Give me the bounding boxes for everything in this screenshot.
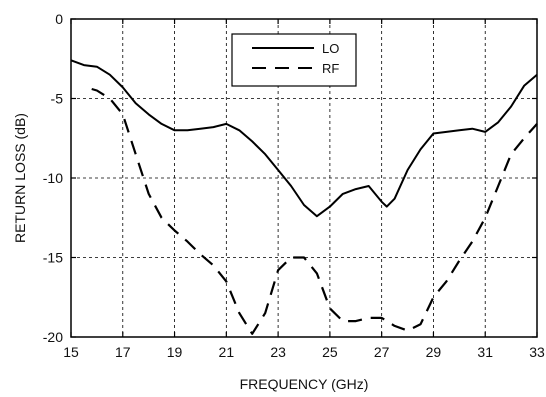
legend-box <box>231 33 357 87</box>
series-line-lo <box>70 59 538 218</box>
y-tick-label: -15 <box>43 250 63 266</box>
x-axis-title: FREQUENCY (GHz) <box>240 376 369 392</box>
series-line-rf <box>91 87 538 335</box>
legend-label-lo: LO <box>322 41 339 56</box>
y-tick-label: -10 <box>43 170 63 186</box>
x-tick-label: 19 <box>167 344 183 360</box>
x-tick-label: 25 <box>322 344 338 360</box>
tick-layer: 15 17 19 21 23 25 27 29 31 33 0 -5 -10 -15 -20 <box>43 11 545 360</box>
x-tick-label: 17 <box>115 344 131 360</box>
x-tick-label: 23 <box>270 344 286 360</box>
y-tick-label: 0 <box>55 11 63 27</box>
grid-layer <box>71 19 537 337</box>
legend: LO RF <box>231 33 357 87</box>
x-tick-label: 29 <box>426 344 442 360</box>
y-tick-label: -20 <box>43 329 63 345</box>
x-tick-label: 27 <box>374 344 390 360</box>
x-tick-label: 33 <box>529 344 545 360</box>
legend-label-rf: RF <box>322 61 339 76</box>
x-tick-label: 21 <box>219 344 235 360</box>
y-tick-label: -5 <box>51 91 64 107</box>
series-layer <box>70 59 538 335</box>
y-axis-title: RETURN LOSS (dB) <box>12 113 28 243</box>
x-tick-label: 31 <box>477 344 493 360</box>
x-tick-label: 15 <box>63 344 79 360</box>
